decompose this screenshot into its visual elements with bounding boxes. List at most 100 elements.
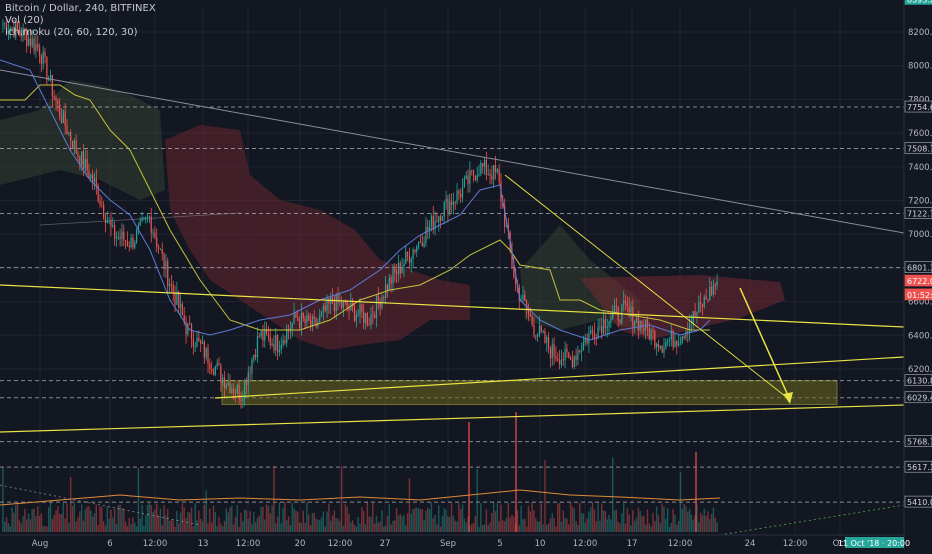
- support-zone[interactable]: [221, 380, 838, 405]
- upper-channel-line[interactable]: [0, 69, 905, 234]
- volume-bar: [417, 508, 420, 532]
- candle-body: [207, 347, 209, 364]
- candle-body: [619, 320, 621, 323]
- candle-body: [537, 334, 539, 337]
- volume-bar: [101, 506, 103, 532]
- x-tick-label: 24: [745, 539, 756, 549]
- volume-bar: [597, 502, 599, 532]
- candle-body: [602, 319, 605, 334]
- candle-body: [117, 236, 119, 238]
- volume-bar: [375, 515, 378, 532]
- wedge-upper-line[interactable]: [0, 284, 905, 328]
- candle-body: [582, 342, 585, 351]
- volume-bar: [322, 511, 325, 532]
- volume-bar: [628, 514, 630, 532]
- volume-bar: [386, 515, 389, 532]
- candle-body: [176, 291, 178, 305]
- candle-body: [260, 331, 262, 337]
- volume-bar: [513, 516, 515, 532]
- candle-body: [542, 330, 544, 332]
- volume-bar: [231, 505, 233, 532]
- candle-body: [505, 225, 508, 227]
- volume-bar: [542, 524, 544, 532]
- candle-body: [701, 303, 704, 308]
- volume-bar: [82, 520, 85, 532]
- volume-bar: [524, 518, 526, 532]
- candle-body: [161, 248, 163, 254]
- volume-bar: [90, 510, 92, 532]
- volume-bar: [115, 524, 118, 532]
- price-label-box: [904, 261, 932, 273]
- candle-body: [710, 286, 713, 295]
- descending-trendline[interactable]: [504, 174, 791, 401]
- forecast-arrow-shaft[interactable]: [739, 287, 791, 401]
- legend-volume[interactable]: Vol (20): [5, 15, 44, 26]
- volume-bar: [27, 513, 30, 532]
- volume-bar: [590, 507, 592, 532]
- volume-bar: [44, 525, 46, 532]
- candle-body: [75, 140, 77, 153]
- volume-bar: [97, 525, 99, 532]
- x-tick-label: 6: [107, 539, 112, 549]
- candle-body: [406, 251, 409, 256]
- dotted-projection-line[interactable]: [0, 484, 201, 526]
- minor-trendline[interactable]: [39, 212, 241, 226]
- candle-body: [364, 313, 367, 323]
- candle-body: [249, 372, 251, 374]
- candle-body: [663, 347, 665, 353]
- volume-bar: [516, 510, 519, 532]
- candle-body: [187, 323, 189, 335]
- legend-symbol[interactable]: Bitcoin / Dollar, 240, BITFINEX: [5, 3, 156, 14]
- x-tick-label: 12:00: [783, 539, 808, 549]
- candle-body: [590, 330, 592, 334]
- wedge-lower-line[interactable]: [0, 404, 905, 433]
- candle-body: [599, 326, 601, 328]
- dotted-future-line[interactable]: [719, 504, 905, 536]
- volume-bar: [95, 504, 98, 532]
- volume-bar: [188, 512, 191, 532]
- volume-bar: [403, 514, 405, 532]
- volume-bar: [518, 525, 521, 532]
- candle-body: [679, 342, 682, 344]
- candle-body: [298, 320, 301, 328]
- volume-bar: [560, 521, 563, 532]
- candle-body: [97, 185, 99, 202]
- volume-bar: [690, 514, 693, 532]
- time-axis: Aug 6 12:00 13 12:00 20 12:00 27 Sep 5 10 12:00 17 12…: [0, 534, 910, 550]
- volume-bar: [130, 524, 132, 532]
- volume-bar: [71, 506, 74, 532]
- candle-body: [427, 226, 429, 231]
- candle-body: [81, 151, 83, 166]
- y-tick-label: 6400.0: [908, 331, 932, 341]
- support-trendline[interactable]: [214, 356, 905, 399]
- volume-bar: [483, 524, 486, 532]
- volume-bar: [55, 510, 57, 532]
- volume-bar: [238, 526, 240, 532]
- candle-body: [319, 315, 321, 322]
- candle-body: [714, 284, 716, 286]
- candle-body: [90, 174, 92, 179]
- volume-bar: [522, 519, 524, 532]
- volume-bar: [254, 522, 257, 532]
- forecast-arrow-head[interactable]: [783, 392, 793, 404]
- price-axis: 8200.0 8000.0 7800.0 7600.0 7400.0 7200.0 7000…: [903, 0, 932, 550]
- candle-body: [388, 277, 390, 291]
- candle-body: [264, 329, 266, 341]
- candle-body: [575, 356, 577, 360]
- volume-bar: [5, 516, 8, 532]
- legend-ichimoku[interactable]: Ichimoku (20, 60, 120, 30): [5, 27, 138, 38]
- volume-bar: [13, 512, 15, 532]
- candle-body: [547, 337, 550, 349]
- candle-body: [33, 38, 35, 51]
- candle-body: [192, 339, 194, 347]
- volume-bar: [606, 519, 608, 532]
- candle-body: [569, 357, 572, 360]
- x-tick-label: 17: [627, 539, 638, 549]
- volume-bar: [137, 467, 140, 532]
- candle-body: [529, 313, 531, 317]
- volume-bar: [289, 525, 292, 532]
- volume-bar: [247, 518, 250, 532]
- candle-body: [526, 300, 528, 310]
- volume-bar: [553, 517, 555, 532]
